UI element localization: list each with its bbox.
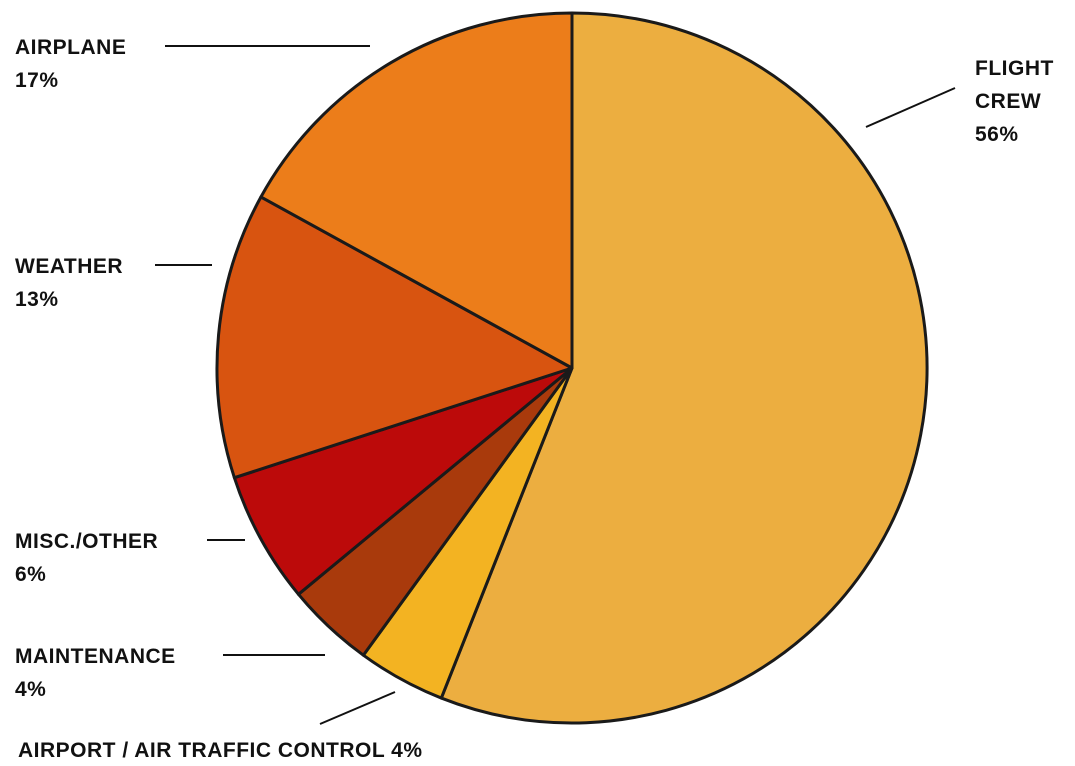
pie-slice-misc-other — [232, 366, 574, 596]
label-maintenance-percent: 4% — [15, 678, 46, 701]
label-airport-atc: AIRPORT / AIR TRAFFIC CONTROL 4% — [18, 739, 423, 762]
leader-line-airport-atc — [319, 691, 396, 725]
label-airplane: AIRPLANE — [15, 36, 126, 59]
label-weather: WEATHER — [15, 255, 123, 278]
label-misc: MISC./OTHER — [15, 530, 158, 553]
leader-line-flight-crew — [865, 87, 956, 128]
label-airplane-percent: 17% — [15, 69, 59, 92]
label-weather-percent: 13% — [15, 288, 59, 311]
label-misc-percent: 6% — [15, 563, 46, 586]
pie-slice-weather — [215, 195, 574, 480]
pie-slices — [215, 11, 929, 725]
label-flight-crew-percent: 56% — [975, 123, 1019, 146]
pie-slice-airplane — [259, 11, 574, 370]
label-flight-crew-line1: FLIGHT — [975, 57, 1054, 80]
label-flight-crew-line2: CREW — [975, 90, 1041, 113]
label-maintenance: MAINTENANCE — [15, 645, 176, 668]
pie-slice-flight-crew — [439, 11, 929, 725]
